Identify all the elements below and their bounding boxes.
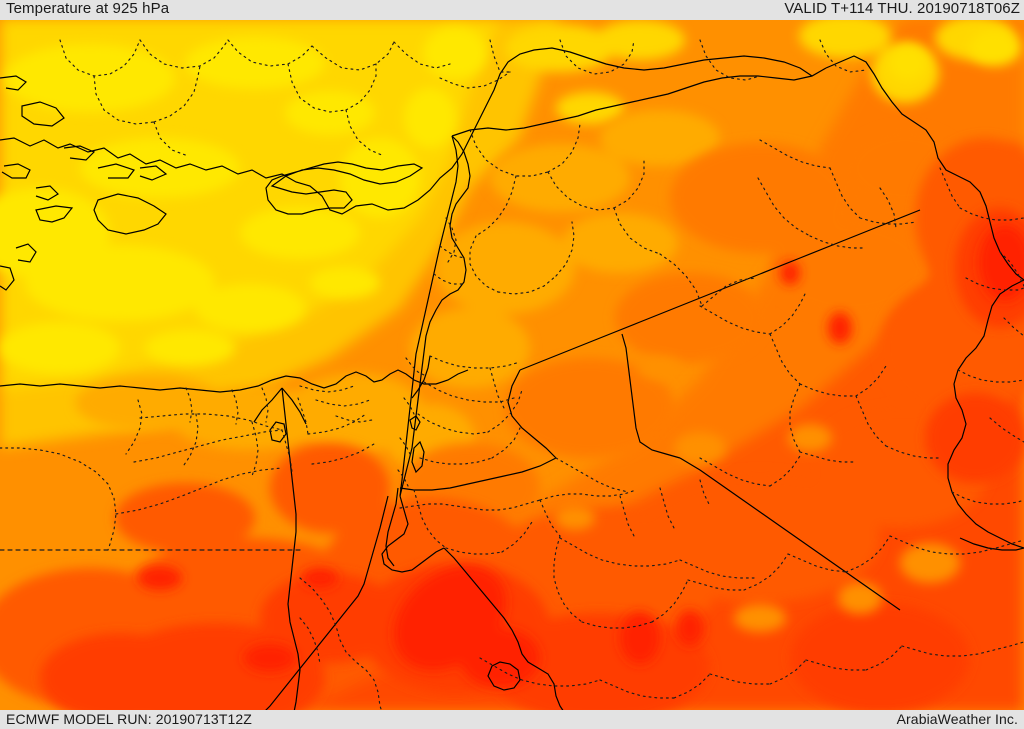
island-crete [35,205,74,223]
island-aegean-1 [0,75,27,91]
river-nile-branch-east [281,387,307,425]
coastline-sinai-south [381,495,445,573]
island-cyprus [265,161,424,215]
deadsea-south [411,440,425,474]
border-iraq-saudi [679,457,901,611]
coastline-levant [399,135,459,497]
coastline-turkey-south [0,47,813,215]
map-borders [0,47,1024,712]
border-jordan-iraq-arm [621,333,681,459]
coastline-gulf-of-suez-west [263,495,389,712]
river-nile [281,387,301,712]
attribution-label: ArabiaWeather Inc. [896,711,1018,727]
island-aegean-4 [35,185,59,201]
border-jordan-saudi [399,457,557,491]
temp-cells-hot [400,128,965,533]
island-aegean-8 [15,243,37,263]
temp-cells-cool-east [505,18,1015,124]
border-syria-iraq [519,209,921,371]
temp-cells-coolest-east [888,30,1021,81]
island-redsea [487,661,521,691]
border-westbank [411,355,431,399]
island-aegean-7 [139,165,168,181]
temp-cells-peak [138,225,1024,688]
border-iraq-iran-south [947,279,1024,549]
deadsea-north [409,415,421,431]
footer-bar: ECMWF MODEL RUN: 20190713T12Z ArabiaWeat… [0,710,1024,729]
coastline-egypt-mediterranean [0,369,469,393]
lake-qarun [269,421,287,443]
island-rhodes-karpathos [93,193,167,235]
temperature-map [0,18,1024,712]
border-kuwait-iraq [959,537,1024,551]
border-jordan-ne [507,369,557,459]
model-run-label: ECMWF MODEL RUN: 20190713T12Z [6,711,252,727]
island-aegean-3 [1,163,31,179]
border-turkey-syria [451,67,827,137]
border-iraq-iran-north [825,55,1024,281]
page-title: Temperature at 925 hPa [6,0,170,17]
temperature-field [0,18,1024,712]
valid-time-label: VALID T+114 THU. 20190718T06Z [784,0,1020,17]
island-aegean-5 [63,145,96,161]
header-bar: Temperature at 925 hPa VALID T+114 THU. … [0,0,1024,20]
island-aegean-2 [21,101,65,127]
coastline-gulf-of-aqaba-west [385,487,399,567]
coastline-redsea-east [443,547,565,712]
island-aegean-6 [97,163,135,179]
island-aegean-9 [0,265,15,291]
temp-cells-warm [75,110,720,472]
admin-boundaries [0,39,1024,712]
